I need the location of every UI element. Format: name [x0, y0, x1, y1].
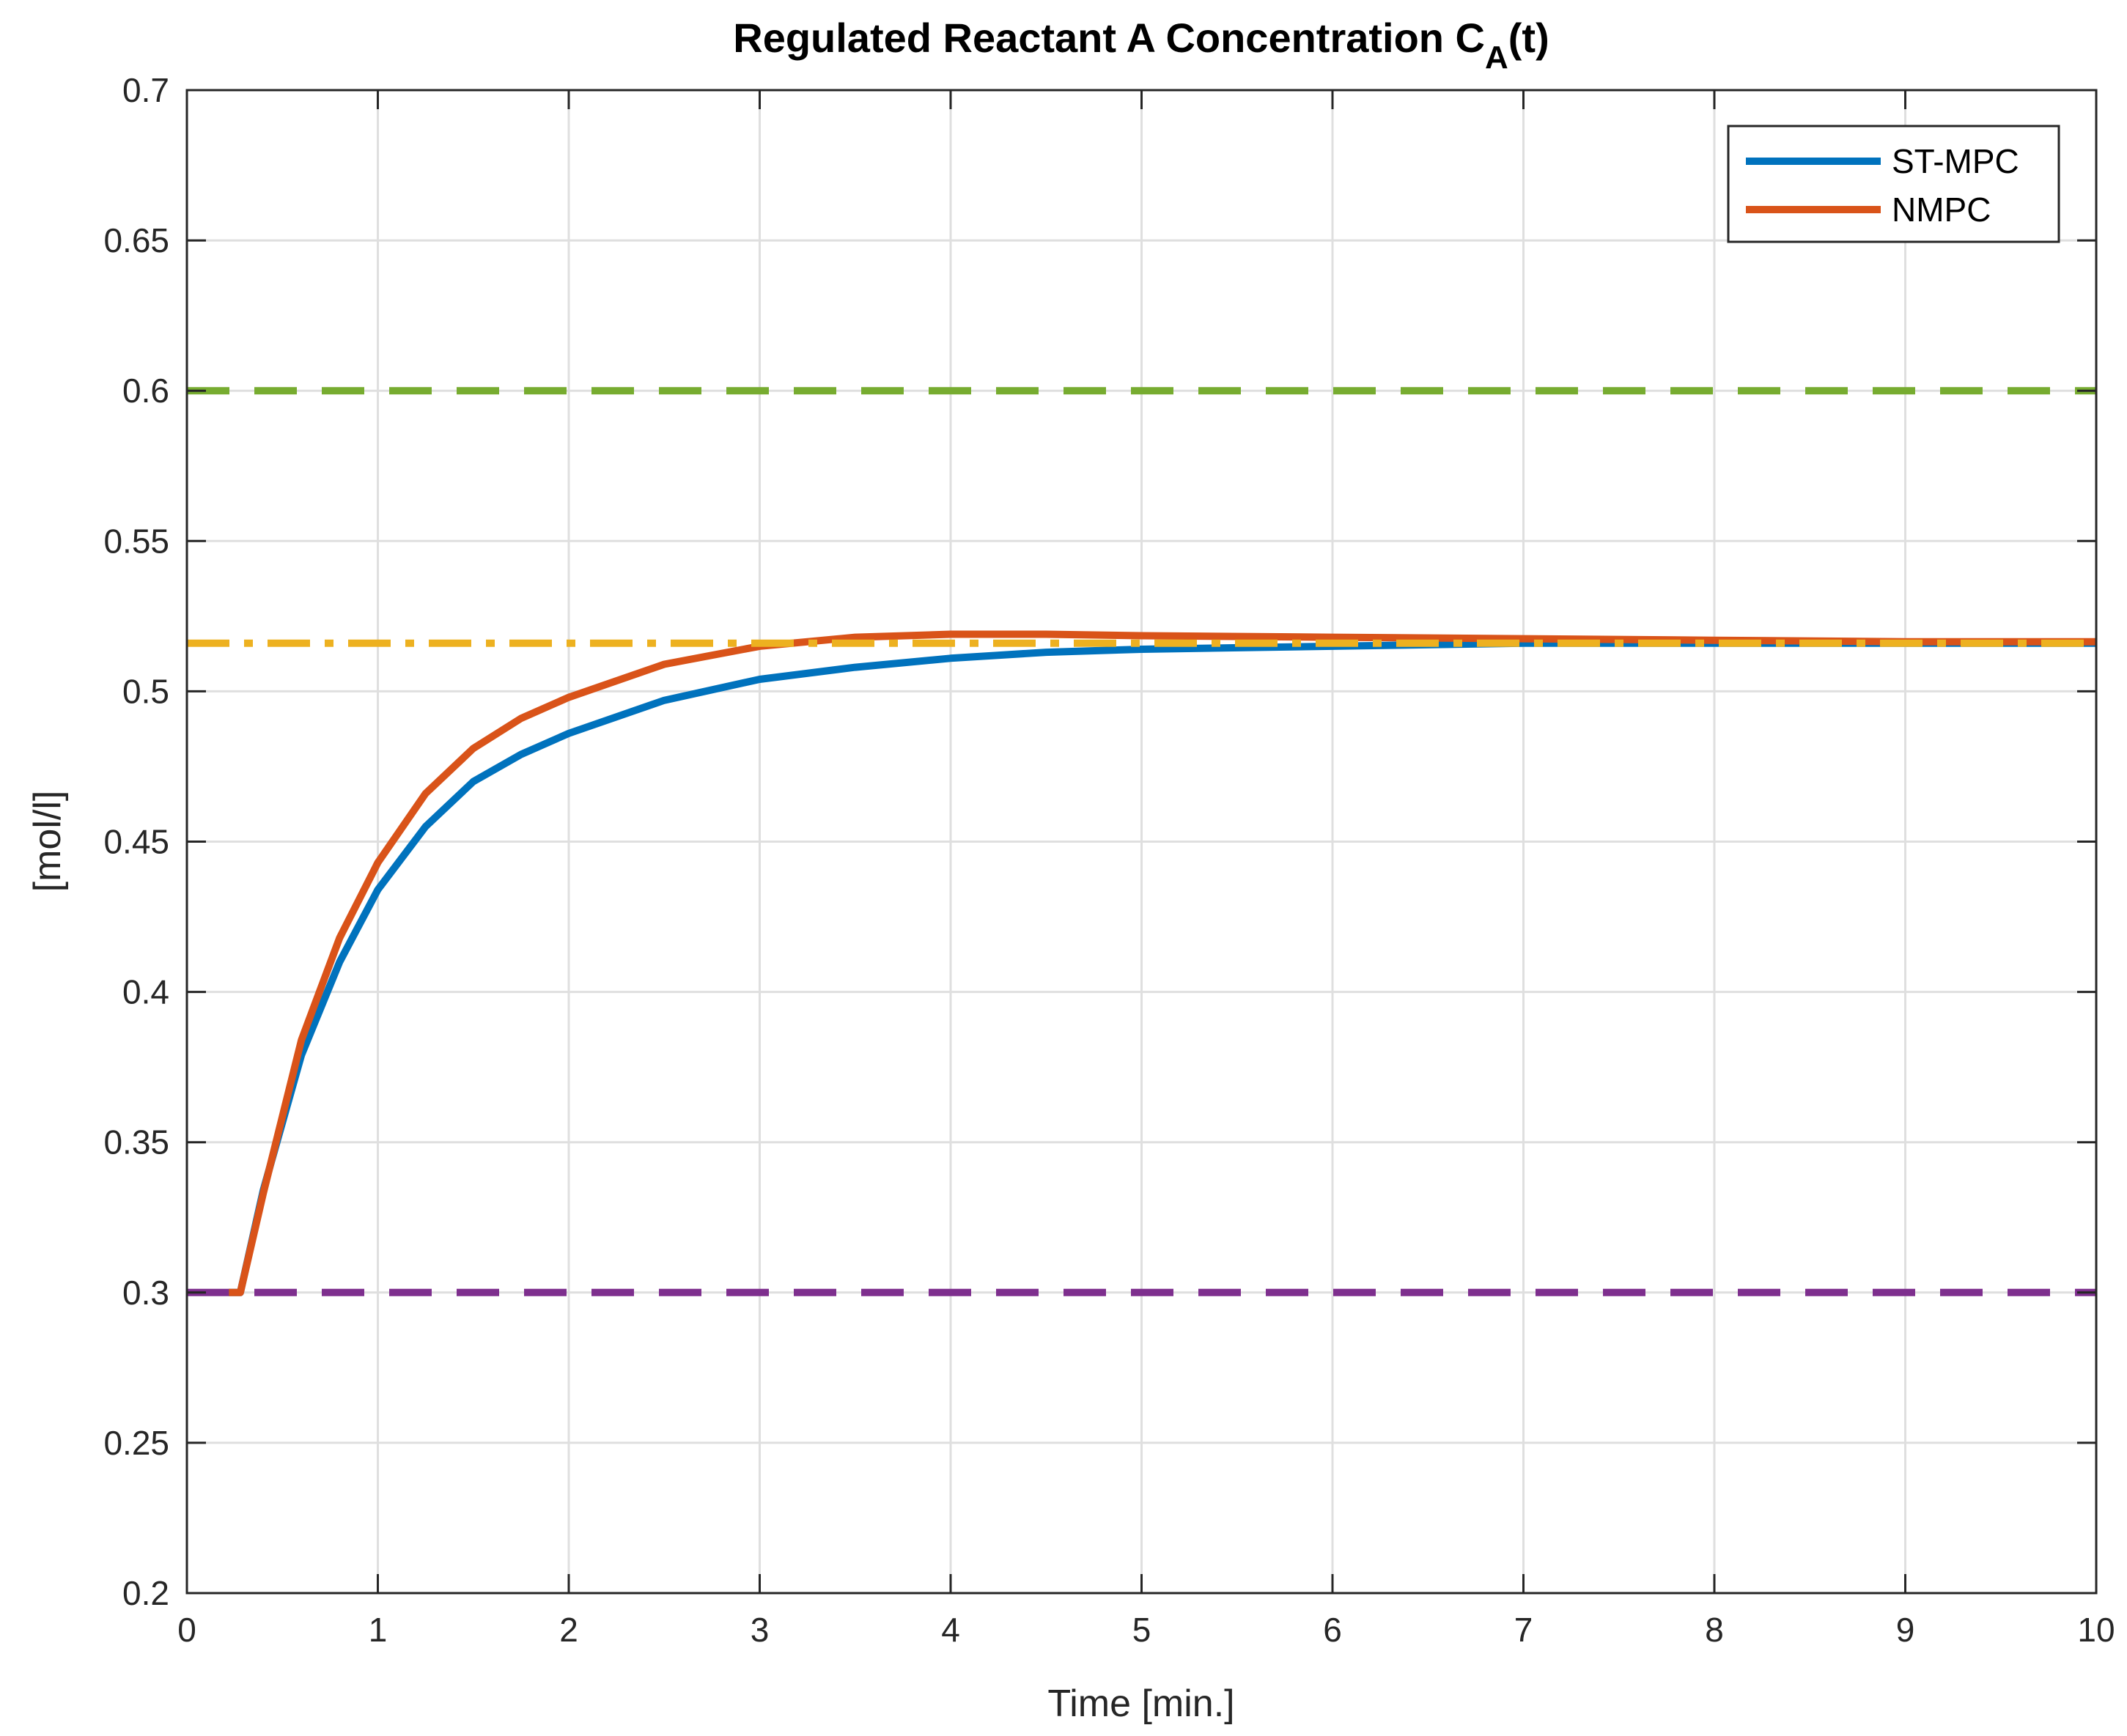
y-tick-labels: 0.2 0.25 0.3 0.35 0.4 0.45 0.5 0.55 0.6 0.65 0.7 [103, 71, 169, 1612]
x-tick-labels: 0 1 2 3 4 5 6 7 8 9 10 [177, 1611, 2115, 1649]
x-axis-label: Time [min.] [1047, 1683, 1234, 1725]
y-axis-label: [mol/l] [26, 791, 69, 893]
title-main: Regulated Reactant A Concentration C [733, 15, 1485, 61]
x-tick-label: 7 [1514, 1611, 1533, 1649]
legend-box [1727, 125, 2060, 243]
x-tick-label: 0 [177, 1611, 196, 1649]
legend-label-nmpc: NMPC [1892, 191, 1991, 229]
y-tick-label: 0.6 [122, 372, 169, 410]
y-tick-label: 0.35 [103, 1123, 169, 1161]
x-tick-label: 10 [2077, 1611, 2115, 1649]
y-tick-label: 0.25 [103, 1424, 169, 1462]
series-line-nmpc [229, 630, 2096, 1296]
x-tick-label: 6 [1323, 1611, 1342, 1649]
x-tick-label: 4 [941, 1611, 960, 1649]
y-tick-label: 0.2 [122, 1574, 169, 1612]
y-tick-label: 0.65 [103, 221, 169, 259]
x-tick-label: 2 [559, 1611, 578, 1649]
y-tick-label: 0.5 [122, 672, 169, 710]
ticks [185, 89, 2098, 1595]
y-tick-label: 0.3 [122, 1274, 169, 1312]
y-tick-label: 0.7 [122, 71, 169, 109]
chart-title: Regulated Reactant A Concentration CA(t) [733, 15, 1549, 75]
y-tick-label: 0.45 [103, 823, 169, 861]
x-tick-label: 3 [751, 1611, 770, 1649]
y-tick-label: 0.55 [103, 522, 169, 560]
x-tick-label: 5 [1132, 1611, 1151, 1649]
x-tick-label: 9 [1896, 1611, 1915, 1649]
title-subscript: A [1485, 40, 1508, 75]
legend: ST-MPC NMPC [1727, 125, 2060, 243]
x-tick-label: 1 [369, 1611, 388, 1649]
series-layer [187, 387, 2096, 1296]
title-suffix: (t) [1508, 15, 1549, 61]
y-tick-label: 0.4 [122, 973, 169, 1011]
x-tick-label: 8 [1705, 1611, 1724, 1649]
legend-label-st-mpc: ST-MPC [1892, 142, 2019, 180]
